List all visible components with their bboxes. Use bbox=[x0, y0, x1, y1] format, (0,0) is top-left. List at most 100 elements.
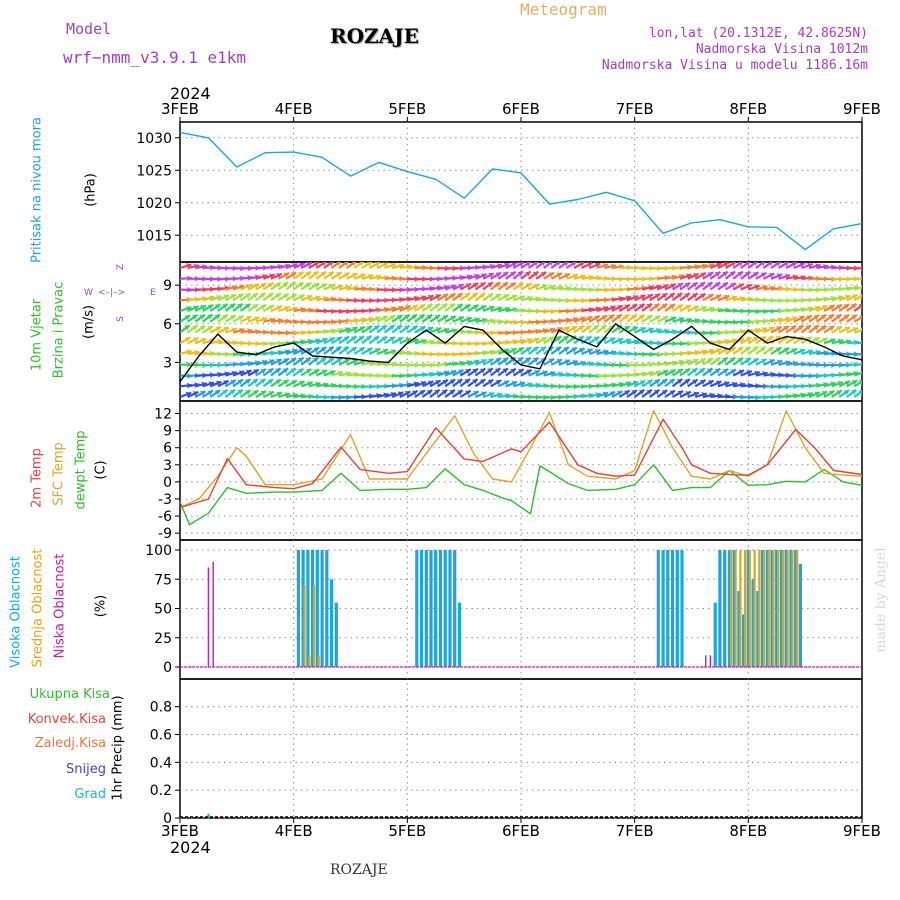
wind-barb-head bbox=[290, 294, 297, 300]
wind-barb-head bbox=[570, 326, 577, 332]
wind-barb-head bbox=[184, 337, 191, 343]
wind-barb-head bbox=[487, 272, 494, 279]
wind-barb-head bbox=[298, 262, 305, 269]
wind-barb-head bbox=[486, 368, 493, 374]
wind-barb-head bbox=[572, 316, 579, 323]
wind-barb-head bbox=[746, 370, 752, 376]
wind-barb bbox=[853, 294, 862, 302]
wind-barb-head bbox=[193, 263, 200, 270]
wind-barb-head bbox=[683, 293, 690, 299]
wind-barb-head bbox=[328, 337, 335, 343]
wind-barb-head bbox=[335, 358, 342, 364]
wind-barb-head bbox=[866, 387, 874, 395]
wind-barb-head bbox=[489, 349, 495, 356]
wind-barb-head bbox=[442, 294, 448, 300]
wind-barb-head bbox=[555, 336, 562, 342]
wind-barb-head bbox=[585, 325, 592, 331]
wind-barb-head bbox=[714, 282, 721, 288]
wind-barb-head bbox=[306, 262, 312, 268]
mid-cloud-bar bbox=[786, 550, 789, 667]
y-tick-label: 0.4 bbox=[150, 755, 172, 771]
wind-barb-head bbox=[382, 262, 388, 268]
wind-barb-head bbox=[709, 392, 715, 399]
wind-barb-head bbox=[525, 283, 532, 289]
low-cloud-bar bbox=[212, 561, 214, 667]
wind-barb-head bbox=[488, 391, 495, 398]
wind-barb-head bbox=[707, 380, 714, 386]
wind-barb-head bbox=[744, 358, 751, 364]
high-cloud-bar bbox=[784, 550, 788, 667]
wind-barb-head bbox=[708, 262, 715, 269]
high-cloud-bar bbox=[666, 550, 670, 667]
wind-barb-head bbox=[668, 378, 675, 385]
wind-barb-head bbox=[542, 327, 548, 334]
wind-barb-head bbox=[342, 346, 349, 353]
wind-barb-head bbox=[441, 303, 448, 310]
wind-barb-head bbox=[320, 347, 327, 353]
high-cloud-bar bbox=[671, 550, 675, 667]
wind-barb-head bbox=[343, 272, 350, 278]
wind-barb-head bbox=[464, 369, 471, 375]
wind-barb-head bbox=[792, 274, 798, 281]
wind-barb-head bbox=[630, 314, 637, 320]
wind-barb-head bbox=[252, 390, 259, 396]
wind-barb-head bbox=[541, 370, 548, 376]
wind-barb bbox=[861, 277, 862, 279]
wind-barb-head bbox=[335, 262, 342, 267]
wind-barb-head bbox=[836, 326, 843, 332]
wind-barb-head bbox=[699, 380, 706, 386]
wind-barb-head bbox=[669, 304, 675, 310]
high-cloud-bar bbox=[789, 550, 793, 667]
wind-barb-head bbox=[373, 325, 380, 331]
wind-barb-head bbox=[494, 358, 501, 364]
wind-barb-head bbox=[707, 272, 714, 278]
wind-barb-head bbox=[593, 315, 600, 321]
wind-barb-head bbox=[344, 327, 351, 333]
wind-barb bbox=[854, 371, 862, 377]
wind-barb-head bbox=[555, 262, 561, 267]
wind-barb-head bbox=[572, 359, 578, 366]
wind-barb bbox=[853, 315, 862, 323]
wind-barb-head bbox=[601, 337, 608, 343]
wind-barb-head bbox=[594, 262, 601, 269]
wind-barb-head bbox=[297, 271, 304, 278]
x-tick-label-top: 5FEB bbox=[388, 100, 426, 118]
wind-barb-head bbox=[284, 392, 290, 398]
wind-barb-head bbox=[852, 370, 859, 377]
low-cloud-bar bbox=[709, 655, 712, 667]
wind-barb-head bbox=[426, 390, 433, 396]
wind-barb-head bbox=[549, 370, 556, 377]
y-tick-label: 1015 bbox=[136, 228, 172, 244]
y-tick-label: 0 bbox=[163, 660, 172, 676]
wind-barb-head bbox=[760, 272, 767, 278]
wind-barb-head bbox=[185, 391, 192, 398]
wind-barb-head bbox=[229, 389, 235, 396]
high-cloud-bar bbox=[732, 550, 736, 667]
wind-barb-head bbox=[722, 262, 729, 268]
wind-barb bbox=[861, 331, 862, 333]
wind-barb-head bbox=[526, 337, 533, 344]
wind-barb-head bbox=[541, 284, 548, 290]
wind-barb-head bbox=[411, 314, 417, 320]
wind-barb-head bbox=[813, 315, 819, 321]
wind-barb-head bbox=[721, 271, 728, 277]
wind-barb-head bbox=[821, 391, 828, 397]
wind-barb-head bbox=[252, 378, 258, 385]
wind-barb-head bbox=[714, 271, 721, 278]
wind-barb-head bbox=[236, 303, 243, 310]
wind-barb-head bbox=[343, 336, 350, 342]
wind-barb-head bbox=[616, 305, 623, 311]
wind-barb-head bbox=[479, 282, 486, 288]
x-tick-label-bottom: 7FEB bbox=[616, 822, 654, 840]
wind-barb bbox=[853, 380, 862, 388]
pressure-line bbox=[179, 131, 863, 251]
wind-barb bbox=[853, 389, 862, 398]
wind-barb-head bbox=[274, 368, 281, 374]
wind-barb-head bbox=[200, 337, 207, 344]
wind-barb-head bbox=[691, 293, 698, 299]
wind-barb-head bbox=[464, 293, 470, 299]
wind-barb-head bbox=[655, 284, 662, 291]
wind-barb-head bbox=[473, 273, 480, 280]
wind-barb-head bbox=[261, 359, 268, 366]
wind-barb-head bbox=[731, 295, 738, 302]
